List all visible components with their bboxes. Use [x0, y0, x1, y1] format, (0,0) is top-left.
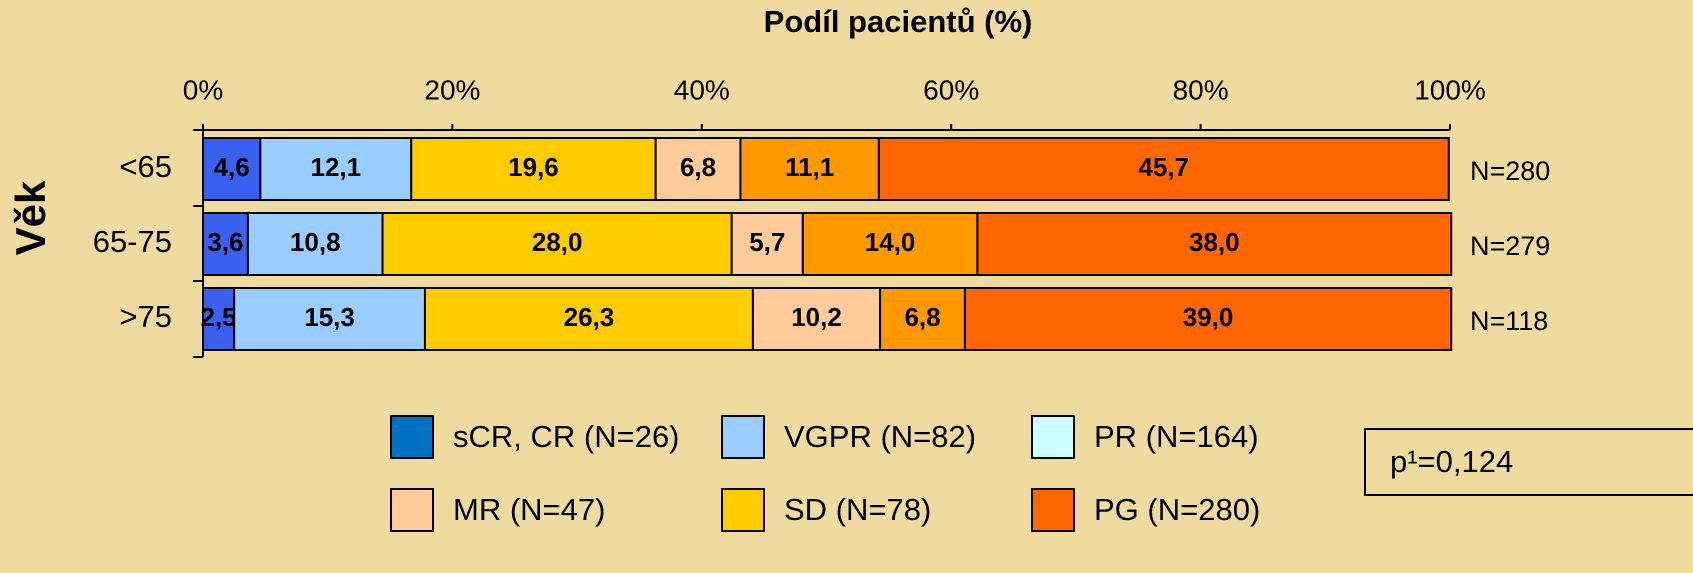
y-tick-label: <65: [119, 149, 172, 184]
x-tick-label: 0%: [183, 74, 223, 105]
bar-segment: [202, 212, 249, 276]
legend-swatch: [1031, 415, 1075, 459]
bar-segment: [801, 212, 979, 276]
data-label: 15,3: [304, 302, 355, 332]
data-label: 39,0: [1183, 302, 1234, 332]
y-axis-label: Věk: [7, 180, 54, 255]
data-label: 10,2: [791, 302, 842, 332]
y-tick-label: >75: [119, 299, 172, 334]
data-label: 6,8: [680, 152, 716, 182]
x-tick-label: 80%: [1173, 74, 1229, 105]
bar-segment: [259, 137, 413, 201]
data-label: 5,7: [749, 227, 785, 257]
bar-segment: [423, 287, 754, 351]
p-value-box: [1364, 428, 1693, 496]
bar-segment: [976, 212, 1453, 276]
data-label: 38,0: [1189, 227, 1240, 257]
data-label: 11,1: [785, 152, 834, 182]
x-tick-label: 40%: [674, 74, 730, 105]
x-tick-label: 60%: [923, 74, 979, 105]
legend-label: PG (N=280): [1094, 492, 1260, 527]
legend-label: MR (N=47): [453, 492, 605, 527]
data-label: 45,7: [1139, 152, 1190, 182]
bar-segment: [381, 212, 733, 276]
data-label: 26,3: [564, 302, 615, 332]
row-annotation: N=118: [1470, 306, 1548, 336]
data-label: 4,6: [214, 152, 250, 182]
legend-swatch: [721, 415, 765, 459]
legend-label: PR (N=164): [1094, 419, 1259, 454]
x-tick-label: 100%: [1414, 74, 1486, 105]
data-label: 28,0: [532, 227, 583, 257]
bar-segment: [233, 287, 426, 351]
legend-label: sCR, CR (N=26): [453, 419, 680, 454]
legend-label: SD (N=78): [784, 492, 931, 527]
row-annotation: N=280: [1470, 156, 1550, 186]
legend-swatch: [721, 488, 765, 532]
data-label: 6,8: [904, 302, 940, 332]
x-tick-label: 20%: [424, 74, 480, 105]
data-label: 14,0: [865, 227, 916, 257]
chart-title: Podíl pacientů (%): [764, 4, 1033, 39]
bar-segment: [751, 287, 882, 351]
data-label: 2,5: [201, 302, 237, 332]
legend-label: VGPR (N=82): [784, 419, 976, 454]
data-label: 19,6: [508, 152, 559, 182]
row-annotation: N=279: [1470, 231, 1550, 261]
bar-segment: [202, 287, 236, 351]
legend-swatch: [390, 488, 434, 532]
y-tick-label: 65-75: [93, 224, 172, 259]
bar-segment: [730, 212, 804, 276]
legend-swatch: [1031, 488, 1075, 532]
legend-swatch: [390, 415, 434, 459]
bar-segment: [410, 137, 657, 201]
data-label: 10,8: [290, 227, 341, 257]
bar-segment: [739, 137, 880, 201]
bar-segment: [879, 287, 966, 351]
data-label: 3,6: [207, 227, 243, 257]
bar-segment: [963, 287, 1453, 351]
data-label: 12,1: [311, 152, 362, 182]
bar-segment: [654, 137, 742, 201]
p-value: p¹=0,124: [1390, 444, 1513, 479]
bar-segment: [877, 137, 1450, 201]
